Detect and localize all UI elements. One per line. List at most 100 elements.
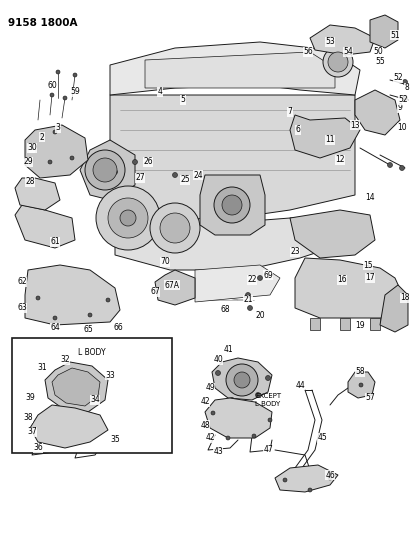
Circle shape	[222, 195, 242, 215]
Circle shape	[229, 398, 235, 402]
Circle shape	[268, 418, 272, 422]
Circle shape	[211, 411, 215, 415]
Polygon shape	[30, 405, 108, 448]
Text: 15: 15	[363, 261, 373, 270]
Circle shape	[252, 434, 256, 438]
Polygon shape	[45, 362, 108, 412]
Text: 67A: 67A	[164, 280, 180, 289]
Polygon shape	[15, 205, 75, 248]
Text: 52: 52	[393, 74, 403, 83]
Circle shape	[65, 406, 71, 410]
Text: 41: 41	[223, 345, 233, 354]
Text: 2: 2	[39, 133, 44, 141]
Circle shape	[56, 446, 60, 450]
Text: 25: 25	[180, 175, 190, 184]
Text: 67: 67	[150, 287, 160, 296]
Text: 23: 23	[290, 247, 300, 256]
Text: 16: 16	[337, 276, 347, 285]
Text: 21: 21	[243, 295, 253, 304]
Circle shape	[245, 293, 250, 297]
Circle shape	[50, 93, 54, 97]
Circle shape	[53, 316, 57, 320]
Polygon shape	[195, 265, 280, 302]
Text: 29: 29	[23, 157, 33, 166]
Circle shape	[402, 79, 407, 85]
Text: 10: 10	[397, 124, 407, 133]
Polygon shape	[290, 115, 360, 158]
Text: EXCEPT
L BODY: EXCEPT L BODY	[255, 393, 281, 407]
Text: 68: 68	[220, 305, 230, 314]
Text: 58: 58	[355, 367, 365, 376]
Circle shape	[83, 443, 87, 447]
Circle shape	[88, 313, 92, 317]
Text: 44: 44	[295, 381, 305, 390]
Text: 50: 50	[373, 47, 383, 56]
Polygon shape	[205, 398, 272, 438]
Circle shape	[234, 372, 250, 388]
Text: 42: 42	[205, 433, 215, 442]
Polygon shape	[370, 15, 398, 48]
Polygon shape	[145, 52, 335, 88]
Text: 31: 31	[37, 364, 47, 373]
Text: L BODY: L BODY	[78, 348, 106, 357]
Polygon shape	[115, 215, 355, 270]
Text: 36: 36	[33, 443, 43, 453]
Text: 11: 11	[325, 135, 335, 144]
Text: 13: 13	[350, 120, 360, 130]
Circle shape	[283, 478, 287, 482]
Circle shape	[359, 383, 363, 387]
Circle shape	[93, 158, 117, 182]
Polygon shape	[25, 125, 88, 178]
Text: 24: 24	[193, 171, 203, 180]
Polygon shape	[310, 25, 375, 55]
Circle shape	[96, 186, 160, 250]
Text: 33: 33	[105, 370, 115, 379]
Text: 65: 65	[83, 326, 93, 335]
Circle shape	[247, 305, 252, 311]
Polygon shape	[290, 210, 375, 258]
Circle shape	[53, 130, 57, 134]
Circle shape	[108, 198, 148, 238]
Circle shape	[49, 379, 55, 384]
Polygon shape	[310, 318, 320, 330]
Text: 7: 7	[288, 108, 293, 117]
Text: 35: 35	[110, 435, 120, 445]
Polygon shape	[340, 318, 350, 330]
Text: 56: 56	[303, 47, 313, 56]
Text: 63: 63	[17, 303, 27, 312]
Polygon shape	[370, 318, 380, 330]
Text: 49: 49	[205, 384, 215, 392]
Polygon shape	[380, 285, 408, 332]
Text: 46: 46	[325, 471, 335, 480]
Circle shape	[48, 160, 52, 164]
Text: 8: 8	[404, 84, 409, 93]
Polygon shape	[80, 140, 135, 200]
Polygon shape	[25, 265, 120, 325]
Polygon shape	[15, 178, 60, 210]
Text: 51: 51	[390, 30, 400, 39]
Circle shape	[328, 52, 348, 72]
Circle shape	[323, 47, 353, 77]
Circle shape	[399, 166, 404, 171]
Text: 57: 57	[365, 393, 375, 402]
Text: 19: 19	[355, 320, 365, 329]
Polygon shape	[275, 465, 338, 492]
Text: 59: 59	[70, 87, 80, 96]
Text: 28: 28	[25, 177, 35, 187]
Circle shape	[266, 376, 270, 381]
Text: 9: 9	[397, 103, 402, 112]
Text: 66: 66	[113, 324, 123, 333]
Circle shape	[215, 370, 220, 376]
Text: 14: 14	[365, 193, 375, 203]
Circle shape	[226, 436, 230, 440]
Text: 38: 38	[23, 414, 33, 423]
Circle shape	[40, 133, 44, 137]
Text: 39: 39	[25, 393, 35, 402]
Circle shape	[85, 150, 125, 190]
Text: 61: 61	[50, 238, 60, 246]
Text: 37: 37	[27, 427, 37, 437]
Text: 27: 27	[135, 174, 145, 182]
Text: 47: 47	[263, 446, 273, 455]
Circle shape	[132, 159, 138, 165]
Text: 64: 64	[50, 324, 60, 333]
